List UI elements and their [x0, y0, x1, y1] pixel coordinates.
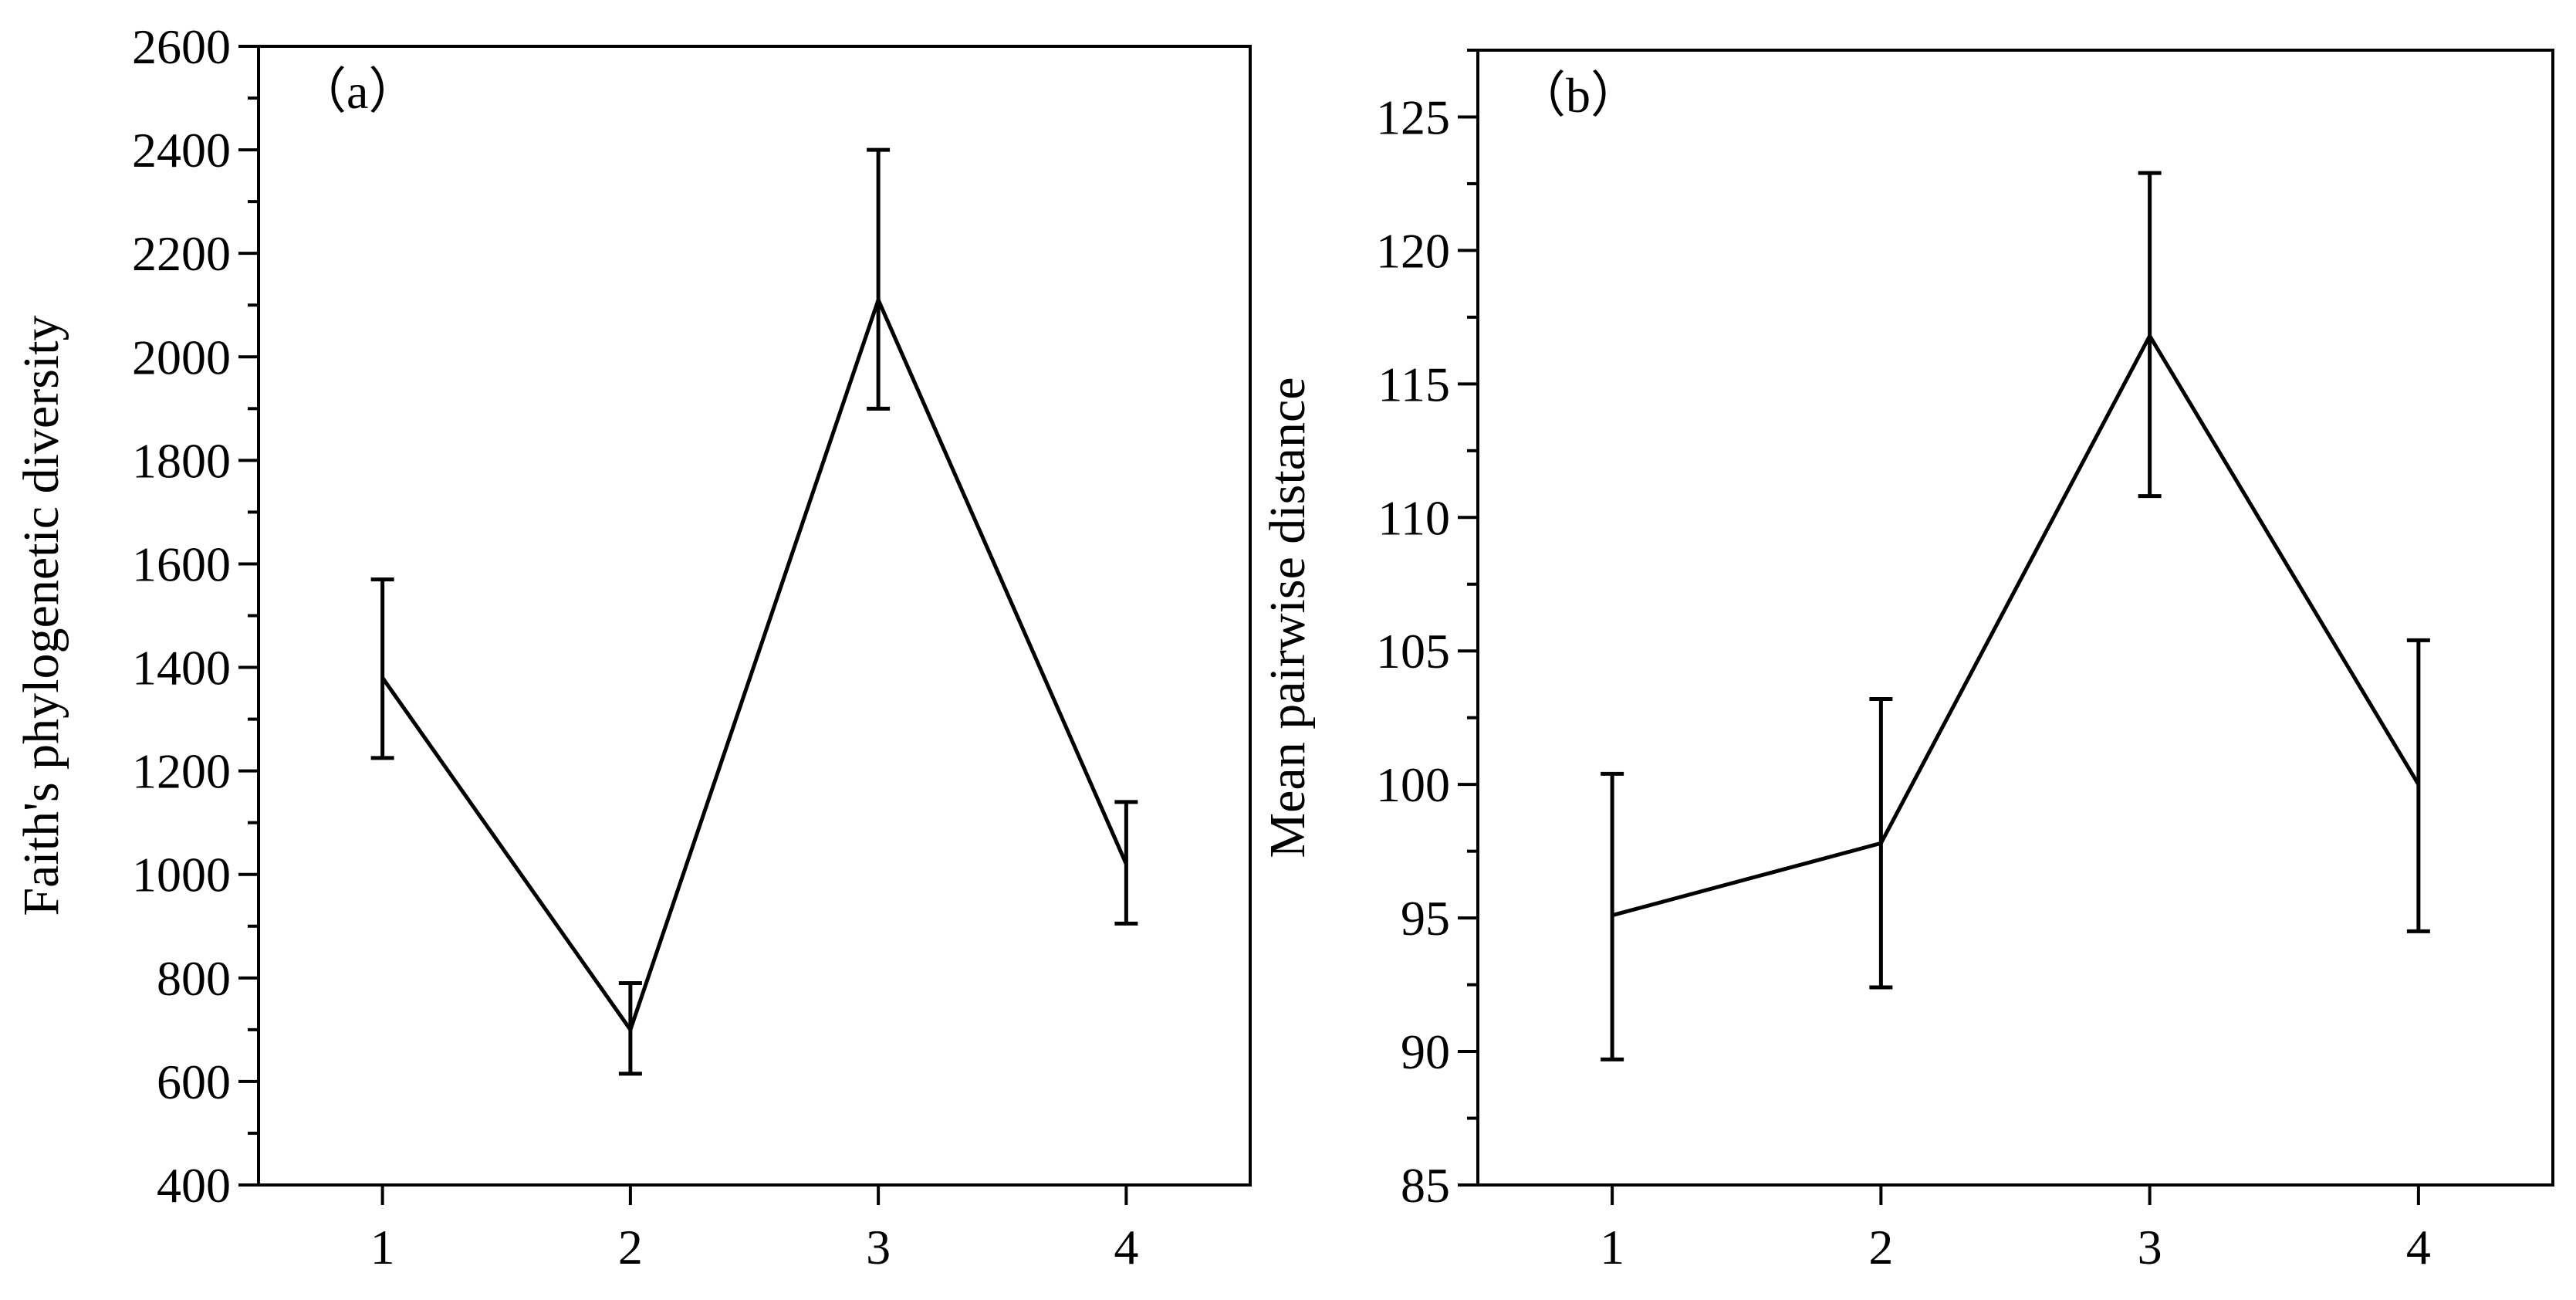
- y-tick-label: 800: [157, 951, 231, 1006]
- y-tick-label: 115: [1378, 357, 1450, 411]
- x-tick-label: 4: [2406, 1220, 2431, 1275]
- x-axis-b: 1 2 3 4: [1600, 1185, 2431, 1275]
- series-b: [1601, 171, 2430, 1061]
- x-tick-label: 1: [1600, 1220, 1624, 1275]
- y-tick-label: 2400: [132, 123, 231, 178]
- y-axis-a: 400 600 800 1000 1200 1400 1600 1800 2000 2200 240…: [132, 19, 259, 1213]
- y-tick-label: 400: [157, 1158, 231, 1213]
- plot-frame-a: [257, 45, 1252, 1187]
- y-tick-label: 1000: [132, 848, 231, 902]
- x-axis-a: 1 2 3 4: [370, 1185, 1138, 1275]
- y-tick-label: 2000: [132, 330, 231, 384]
- x-tick-label: 4: [1114, 1220, 1138, 1275]
- plot-frame-b: [1476, 49, 2554, 1187]
- x-tick-label: 2: [618, 1220, 643, 1275]
- x-tick-label: 2: [1868, 1220, 1893, 1275]
- x-tick-label: 3: [866, 1220, 891, 1275]
- y-tick-label: 1400: [132, 641, 231, 696]
- y-tick-label: 105: [1376, 624, 1450, 679]
- x-tick-label: 3: [2138, 1220, 2162, 1275]
- series-line: [380, 294, 1128, 1034]
- y-tick-label: 85: [1401, 1158, 1450, 1213]
- panel-label-a: （a）: [297, 64, 418, 119]
- y-tick-label: 95: [1401, 891, 1450, 946]
- y-tick-label: 2600: [132, 19, 231, 74]
- y-tick-label: 100: [1376, 757, 1450, 812]
- y-tick-label: 90: [1401, 1024, 1450, 1079]
- y-tick-label: 1800: [132, 433, 231, 488]
- y-tick-label: 600: [157, 1055, 231, 1109]
- y-tick-label: 125: [1376, 90, 1450, 144]
- panel-label-b: （b）: [1516, 68, 1640, 123]
- panel-a: 400 600 800 1000 1200 1400 1600 1800 2000 2200 240…: [13, 19, 1252, 1275]
- y-tick-label: 1600: [132, 537, 231, 591]
- y-tick-label: 1200: [132, 744, 231, 799]
- y-tick-label: 110: [1378, 490, 1450, 545]
- x-tick-label: 1: [370, 1220, 395, 1275]
- y-axis-label-a: Faith's phylogenetic diversity: [13, 315, 69, 916]
- series-line: [1611, 332, 2421, 918]
- y-tick-label: 120: [1376, 223, 1450, 278]
- y-axis-b: 85 90 95 100 105 110 115 120 125: [1376, 49, 1478, 1213]
- series-a: [370, 147, 1138, 1076]
- y-axis-label-b: Mean pairwise distance: [1259, 377, 1316, 858]
- panel-b: 85 90 95 100 105 110 115 120 125 1 2 3 4 （b） Mean p…: [1259, 49, 2554, 1275]
- y-tick-label: 2200: [132, 226, 231, 281]
